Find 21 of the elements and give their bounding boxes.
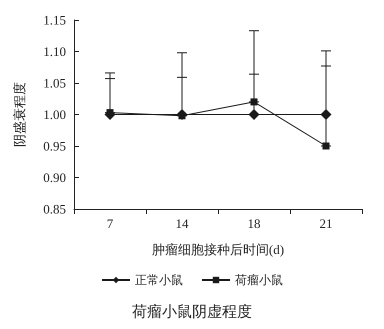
y-tick-label: 1.15 (43, 12, 66, 28)
point (320, 109, 332, 120)
point (248, 109, 260, 120)
x-axis-title: 肿瘤细胞接种后时间(d) (152, 242, 284, 257)
point (178, 112, 186, 120)
y-tick-label: 0.85 (43, 202, 66, 216)
y-tick-label: 0.95 (43, 138, 66, 154)
legend-label: 荷瘤小鼠 (235, 273, 283, 287)
point (322, 142, 330, 150)
y-tick-label: 0.90 (43, 170, 66, 185)
y-tick-label: 1.05 (43, 76, 66, 90)
x-tick-label: 14 (176, 216, 189, 231)
point (250, 98, 258, 106)
y-tick-label: 1.00 (43, 107, 66, 122)
y-axis-title: 阴盛衰程度 (12, 82, 27, 147)
x-tick-label: 21 (320, 216, 332, 231)
x-tick-label: 18 (248, 216, 260, 231)
x-tick-label: 7 (106, 216, 114, 231)
text: 荷瘤小鼠阴虚程度 (132, 304, 252, 320)
legend-label: 正常小鼠 (135, 273, 183, 287)
y-tick-label: 1.10 (43, 44, 66, 59)
